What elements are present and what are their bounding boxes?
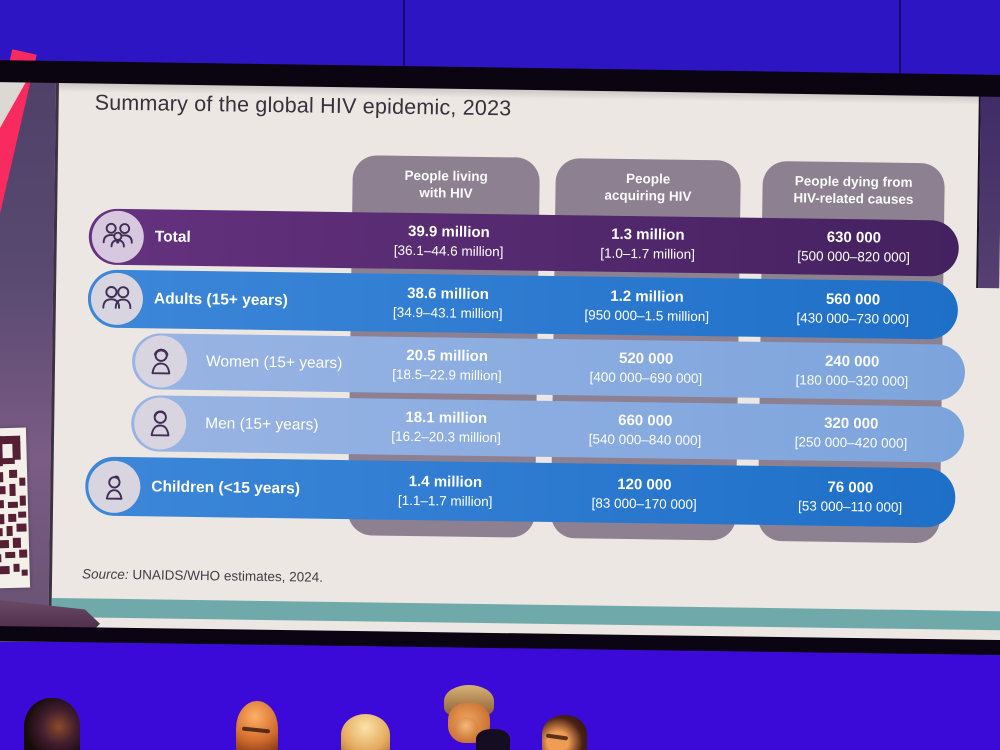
cell-range: [950 000–1.5 million] bbox=[584, 307, 710, 325]
woman-icon bbox=[134, 335, 188, 388]
qr-code-pattern bbox=[0, 435, 28, 576]
upper-screen-band bbox=[0, 0, 1000, 68]
row-adults: Adults (15+ years) 38.6 million [34.9–43… bbox=[87, 269, 959, 340]
row-children: Children (<15 years) 1.4 million [1.1–1.… bbox=[84, 456, 956, 528]
cell-range: [16.2–20.3 million] bbox=[391, 428, 501, 446]
audience-head bbox=[436, 685, 510, 750]
shoulder bbox=[476, 729, 510, 750]
cell: 520 000 [400 000–690 000] bbox=[541, 348, 752, 389]
column-header: People living with HIV bbox=[352, 155, 540, 203]
column-header: People dying from HIV-related causes bbox=[762, 161, 945, 209]
audience-head bbox=[341, 714, 390, 750]
two-adults-icon bbox=[90, 272, 144, 326]
cell: 560 000 [430 000–730 000] bbox=[748, 289, 959, 330]
audience-head bbox=[24, 698, 80, 750]
qr-code bbox=[0, 427, 31, 589]
cell: 18.1 million [16.2–20.3 million] bbox=[341, 407, 552, 448]
cell: 39.9 million [36.1–44.6 million] bbox=[344, 221, 555, 262]
row-label: Women (15+ years) bbox=[205, 353, 343, 373]
presentation-slide: Summary of the global HIV epidemic, 2023… bbox=[48, 80, 1000, 644]
child-icon bbox=[87, 459, 141, 513]
screen-edge-strip bbox=[976, 86, 1000, 289]
cell-range: [1.1–1.7 million] bbox=[397, 492, 493, 509]
cell-range: [36.1–44.6 million] bbox=[393, 242, 504, 260]
column-header-line2: with HIV bbox=[419, 185, 473, 201]
cell: 1.2 million [950 000–1.5 million] bbox=[542, 286, 753, 327]
cell-range: [500 000–820 000] bbox=[797, 248, 911, 265]
row-label: Adults (15+ years) bbox=[153, 290, 289, 310]
cell-range: [540 000–840 000] bbox=[588, 431, 702, 449]
slide-title: Summary of the global HIV epidemic, 2023 bbox=[94, 90, 512, 121]
people-group-icon bbox=[91, 210, 145, 264]
cell: 630 000 [500 000–820 000] bbox=[748, 227, 959, 268]
glasses bbox=[545, 733, 569, 741]
row-label: Total bbox=[154, 228, 191, 246]
cell-range: [18.5–22.9 million] bbox=[392, 366, 502, 384]
cell: 38.6 million [34.9–43.1 million] bbox=[343, 283, 554, 324]
hand bbox=[454, 717, 478, 739]
column-header-line2: HIV-related causes bbox=[793, 190, 914, 207]
row-women: Women (15+ years) 20.5 million [18.5–22.… bbox=[131, 333, 966, 401]
audience-head bbox=[236, 701, 278, 750]
hanging-cable bbox=[899, 0, 901, 80]
source-label: Source: bbox=[82, 566, 129, 583]
cell-range: [430 000–730 000] bbox=[796, 310, 910, 327]
cell-range: [53 000–110 000] bbox=[797, 497, 903, 515]
column-header: People acquiring HIV bbox=[555, 158, 741, 206]
source-note: Source: UNAIDS/WHO estimates, 2024. bbox=[82, 566, 323, 584]
cell: 76 000 [53 000–110 000] bbox=[745, 476, 956, 517]
glasses bbox=[241, 726, 271, 734]
cell-range: [400 000–690 000] bbox=[589, 369, 703, 387]
cell-range: [34.9–43.1 million] bbox=[392, 304, 503, 322]
cell: 1.3 million [1.0–1.7 million] bbox=[543, 224, 754, 265]
cell-range: [83 000–170 000] bbox=[591, 495, 697, 512]
row-men: Men (15+ years) 18.1 million [16.2–20.3 … bbox=[130, 395, 965, 463]
slide-footer-band bbox=[51, 597, 1000, 631]
man-icon bbox=[133, 397, 187, 450]
row-total: Total 39.9 million [36.1–44.6 million] 1… bbox=[88, 208, 960, 277]
row-label: Men (15+ years) bbox=[205, 415, 319, 434]
audience-head bbox=[542, 715, 587, 750]
cell: 240 000 [180 000–320 000] bbox=[747, 351, 958, 392]
cell-range: [1.0–1.7 million] bbox=[600, 245, 696, 262]
cell: 20.5 million [18.5–22.9 million] bbox=[342, 345, 553, 386]
cell: 320 000 [250 000–420 000] bbox=[746, 413, 957, 454]
cell-range: [250 000–420 000] bbox=[794, 434, 908, 451]
cell: 120 000 [83 000–170 000] bbox=[539, 473, 750, 514]
hanging-cable bbox=[403, 0, 405, 66]
cell-range: [180 000–320 000] bbox=[795, 372, 909, 389]
cell: 660 000 [540 000–840 000] bbox=[540, 410, 751, 451]
cell: 1.4 million [1.1–1.7 million] bbox=[340, 471, 551, 512]
column-header-line2: acquiring HIV bbox=[604, 187, 692, 204]
row-label: Children (<15 years) bbox=[151, 477, 301, 497]
source-text: UNAIDS/WHO estimates, 2024. bbox=[128, 567, 324, 585]
